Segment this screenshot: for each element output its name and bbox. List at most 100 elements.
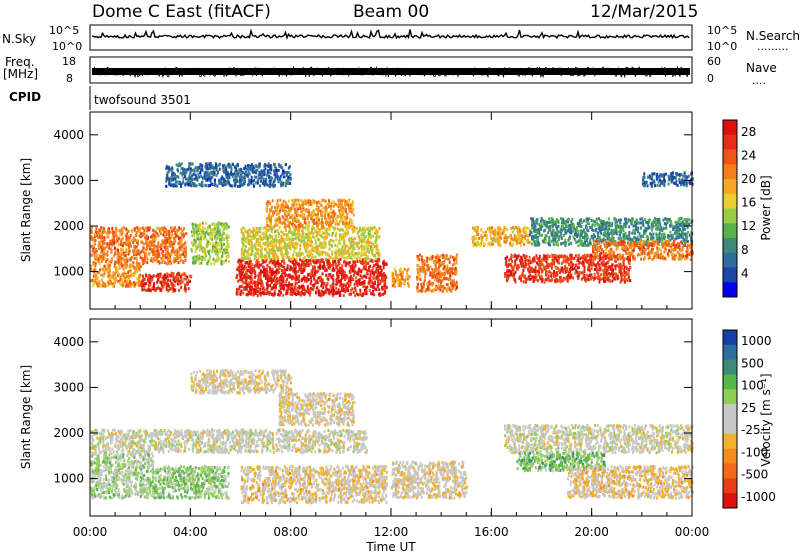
power-region	[190, 221, 230, 266]
power-colorbar-swatch	[723, 164, 737, 180]
power-region	[642, 171, 694, 188]
vel-colorbar-swatch	[723, 419, 737, 435]
power-region	[504, 253, 632, 284]
velocity-colorbar: 1000 500 100 25 -25 -100 -500 -1000 Velocity [m…	[722, 329, 776, 509]
freq-strip: Freq. [MHz] 18 8 60 0 Nave ....	[3, 55, 777, 87]
vel-colorbar-swatch	[723, 463, 737, 479]
velocity-scatter	[90, 369, 694, 505]
power-colorbar-tick: 16	[741, 196, 756, 210]
time-tick-label: 16:00	[474, 525, 509, 539]
vel-region	[278, 392, 356, 427]
freq-label: Freq.	[5, 55, 35, 69]
power-region	[471, 226, 531, 248]
power-colorbar-tick: 12	[741, 219, 756, 233]
nsky-strip: N.Sky 10^5 10^0 10^5 10^0 N.Search .....…	[2, 24, 800, 53]
vel-colorbar-swatch	[723, 433, 737, 450]
time-tick-label: 08:00	[273, 525, 308, 539]
nave-label: Nave	[746, 61, 777, 75]
power-region	[416, 253, 458, 293]
freq-trace	[91, 65, 690, 79]
power-scatter	[90, 162, 694, 298]
power-y-tick-label: 1000	[53, 265, 84, 279]
power-colorbar: 28 24 20 16 12 8 4 Power [dB]	[722, 119, 773, 298]
power-colorbar-swatch	[723, 282, 737, 298]
vel-colorbar-tick: -500	[741, 468, 768, 482]
power-y-tick-label: 4000	[53, 128, 84, 142]
power-y-tick-label: 2000	[53, 219, 84, 233]
vel-colorbar-swatch	[723, 493, 737, 509]
nave-dots: ....	[752, 74, 766, 87]
vel-colorbar-swatch	[723, 359, 737, 375]
power-region	[529, 216, 694, 248]
velocity-y-label: Slant Range [km]	[19, 365, 33, 469]
power-y-label: Slant Range [km]	[19, 158, 33, 262]
nave-tick-bottom: 0	[707, 72, 714, 85]
power-colorbar-swatch	[723, 193, 737, 209]
nave-tick-top: 60	[707, 55, 721, 68]
vel-region	[391, 460, 468, 500]
vel-colorbar-swatch	[723, 404, 737, 420]
power-colorbar-swatch	[723, 120, 737, 136]
vel-region	[566, 464, 694, 500]
power-y-axis: 4000 3000 2000 1000	[53, 128, 692, 279]
power-region	[165, 162, 292, 188]
vel-y-tick-label: 4000	[53, 335, 84, 349]
power-colorbar-swatch	[723, 149, 737, 165]
x-axis-label: Time UT	[365, 540, 416, 554]
freq-tick-top: 18	[62, 55, 76, 68]
vel-colorbar-swatch	[723, 374, 737, 390]
nsky-trace	[91, 28, 690, 40]
power-colorbar-swatch	[723, 134, 737, 150]
vel-colorbar-swatch	[723, 389, 737, 405]
power-region	[591, 239, 694, 261]
freq-unit: [MHz]	[3, 67, 38, 81]
power-region	[140, 271, 193, 293]
power-panel: 4000 3000 2000 1000 Slant Range [km]	[19, 111, 694, 310]
beam-label: Beam 00	[353, 2, 429, 22]
power-region	[90, 226, 188, 266]
time-tick-label: 00:00	[73, 525, 108, 539]
power-colorbar-swatch	[723, 238, 737, 254]
vel-colorbar-swatch	[723, 330, 737, 346]
power-colorbar-swatch	[723, 267, 737, 283]
nsearch-label: N.Search	[746, 29, 800, 43]
nsky-tick-bottom: 10^0	[52, 40, 82, 53]
vel-region	[90, 451, 155, 500]
vel-colorbar-tick: -100	[741, 445, 768, 459]
vel-region	[240, 464, 388, 505]
vel-colorbar-tick: 100	[741, 379, 764, 393]
freq-tick-bottom: 8	[66, 72, 73, 85]
vel-colorbar-swatch	[723, 344, 737, 361]
time-axis: 00:00 04:00 08:00 12:00 16:00 20:00 00:00	[73, 112, 709, 539]
vel-colorbar-tick: 25	[741, 401, 756, 415]
vel-colorbar-swatch	[723, 448, 737, 464]
time-tick-label: 20:00	[574, 525, 609, 539]
vel-colorbar-tick: -25	[741, 423, 761, 437]
power-region	[265, 198, 356, 229]
time-tick-label: 04:00	[173, 525, 208, 539]
vel-region	[503, 423, 694, 455]
power-colorbar-swatch	[723, 252, 737, 268]
power-region	[90, 262, 142, 288]
power-colorbar-tick: 28	[741, 125, 756, 139]
power-colorbar-tick: 20	[741, 172, 756, 186]
power-y-tick-label: 3000	[53, 173, 84, 187]
cpid-strip: CPID twofsound 3501	[9, 86, 191, 110]
cpid-text: twofsound 3501	[94, 93, 191, 107]
vel-colorbar-tick: 1000	[741, 334, 772, 348]
velocity-panel: 4000 3000 2000 1000 00:00 04:00 08:00 12:00 16:…	[19, 112, 709, 554]
vel-colorbar-tick: 500	[741, 356, 764, 370]
vel-y-tick-label: 3000	[53, 380, 84, 394]
power-region	[240, 226, 381, 261]
vel-region	[190, 369, 293, 395]
power-colorbar-swatch	[723, 179, 737, 195]
vel-colorbar-swatch	[723, 478, 737, 494]
velocity-y-axis: 4000 3000 2000 1000	[53, 335, 692, 486]
time-tick-label: 12:00	[374, 525, 409, 539]
vel-colorbar-tick: -1000	[741, 490, 776, 504]
power-region	[391, 267, 411, 288]
nsky-label: N.Sky	[2, 32, 36, 46]
power-colorbar-swatch	[723, 208, 737, 224]
nsearch-tick-bottom: 10^0	[707, 40, 737, 53]
